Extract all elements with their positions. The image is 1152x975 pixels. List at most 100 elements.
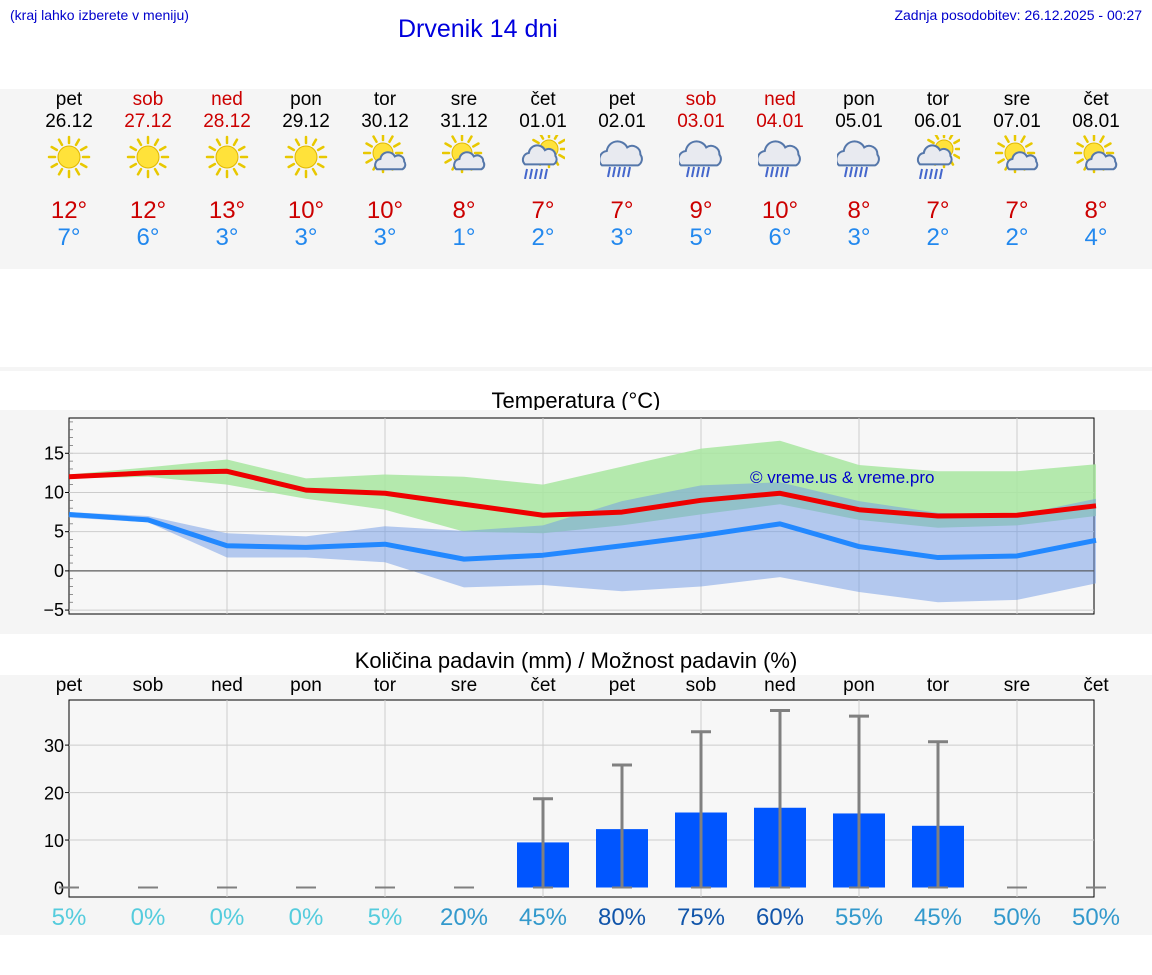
day-name: pet — [608, 89, 636, 110]
location-hint: (kraj lahko izberete v meniju) — [10, 7, 189, 23]
max-temperature-line — [68, 468, 1097, 519]
max-temperature: 10° — [761, 197, 799, 224]
watermark: © vreme.us & vreme.pro — [750, 468, 934, 487]
min-temperature: 3° — [373, 224, 397, 251]
day-name: ned — [211, 89, 243, 110]
day-column: pon 05.01 8° 3° — [819, 89, 899, 269]
precipitation-probability: 5% — [51, 904, 87, 931]
day-name: pon — [290, 89, 322, 110]
max-temperature: 8° — [847, 197, 871, 224]
max-temperature: 7° — [926, 197, 950, 224]
day-column: sob 03.01 9° 5° — [661, 89, 741, 269]
day-column: tor 06.01 7° 2° — [898, 89, 978, 269]
day-date: 28.12 — [203, 111, 251, 132]
day-date: 04.01 — [756, 111, 804, 132]
x-tick-label: ned — [211, 675, 243, 696]
day-name: sre — [1003, 89, 1031, 110]
min-temperature: 4° — [1084, 224, 1108, 251]
precipitation-probability: 80% — [597, 904, 647, 931]
daily-forecast-band — [0, 89, 1152, 269]
day-date: 03.01 — [677, 111, 725, 132]
day-date: 29.12 — [282, 111, 330, 132]
min-temperature: 2° — [1005, 224, 1029, 251]
x-tick-label: pet — [608, 675, 636, 696]
min-temperature: 7° — [57, 224, 81, 251]
min-temperature: 5° — [689, 224, 713, 251]
max-temperature: 8° — [1084, 197, 1108, 224]
day-date: 06.01 — [914, 111, 962, 132]
cloud-rain-icon — [837, 140, 880, 178]
day-name: čet — [1083, 89, 1109, 110]
day-date: 30.12 — [361, 111, 409, 132]
day-name: sob — [132, 89, 164, 110]
day-column: sob 27.12 12° 6° — [108, 89, 188, 269]
x-tick-label: ned — [764, 675, 796, 696]
x-tick-label: tor — [926, 675, 950, 696]
temperature-chart: −5 0 5 10 15 © vreme.us & vreme.pro — [43, 417, 1097, 620]
min-temperature: 6° — [768, 224, 792, 251]
max-temperature: 7° — [610, 197, 634, 224]
precipitation-probability: 45% — [518, 904, 568, 931]
max-temperature: 7° — [531, 197, 555, 224]
sun-icon — [284, 135, 328, 179]
y-tick-label: 20 — [44, 784, 64, 804]
last-update: Zadnja posodobitev: 26.12.2025 - 00:27 — [894, 7, 1142, 23]
precipitation-probability: 0% — [209, 904, 245, 931]
max-temperature: 10° — [366, 197, 404, 224]
precipitation-probability: 50% — [992, 904, 1042, 931]
max-temperature: 7° — [1005, 197, 1029, 224]
max-temperature: 13° — [208, 197, 246, 224]
min-temperature: 3° — [215, 224, 239, 251]
min-temperature: 2° — [531, 224, 555, 251]
min-temperature: 6° — [136, 224, 160, 251]
day-column: čet 01.01 7° 2° — [503, 89, 583, 269]
y-tick-label: 15 — [44, 443, 64, 463]
min-temperature: 2° — [926, 224, 950, 251]
sun-icon — [126, 135, 170, 179]
sun-cloud-icon — [995, 135, 1039, 174]
day-date: 01.01 — [519, 111, 567, 132]
temperature-chart-title: Temperatura (°C) — [491, 388, 661, 413]
y-tick-label: 30 — [44, 736, 64, 756]
day-name: tor — [373, 89, 397, 110]
x-tick-label: tor — [373, 675, 397, 696]
sun-rain-icon — [522, 135, 565, 179]
max-temperature: 8° — [452, 197, 476, 224]
y-tick-label: 0 — [54, 561, 64, 581]
precipitation-probability: 60% — [755, 904, 805, 931]
max-temperature: 12° — [50, 197, 88, 224]
day-date: 02.01 — [598, 111, 646, 132]
min-temperature: 1° — [452, 224, 476, 251]
precipitation-probability: 0% — [130, 904, 166, 931]
min-range-band — [69, 482, 1096, 603]
x-tick-label: čet — [530, 675, 556, 696]
day-name: tor — [926, 89, 950, 110]
max-temperature: 9° — [689, 197, 713, 224]
min-temperature: 3° — [847, 224, 871, 251]
day-column: sre 07.01 7° 2° — [977, 89, 1057, 269]
sun-icon — [205, 135, 249, 179]
day-name: čet — [530, 89, 556, 110]
x-tick-label: sre — [450, 675, 478, 696]
precipitation-chart: 0 10 20 30 — [44, 699, 1106, 899]
day-date: 05.01 — [835, 111, 883, 132]
sun-cloud-icon — [363, 135, 407, 174]
x-tick-label: sre — [1003, 675, 1031, 696]
y-tick-label: 10 — [44, 482, 64, 502]
precipitation-probability: 75% — [676, 904, 726, 931]
day-column: čet 08.01 8° 4° — [1056, 89, 1136, 269]
precipitation-probability: 45% — [913, 904, 963, 931]
y-tick-label: 10 — [44, 831, 64, 851]
cloud-rain-icon — [600, 140, 643, 178]
day-date: 31.12 — [440, 111, 488, 132]
day-name: sre — [450, 89, 478, 110]
day-name: pon — [843, 89, 875, 110]
precipitation-probability: 50% — [1071, 904, 1121, 931]
day-date: 08.01 — [1072, 111, 1120, 132]
day-name: ned — [764, 89, 796, 110]
day-name: pet — [55, 89, 83, 110]
y-tick-label: 5 — [54, 522, 64, 542]
separator — [0, 367, 1152, 371]
max-temperature: 10° — [287, 197, 325, 224]
precipitation-probability: 20% — [439, 904, 489, 931]
